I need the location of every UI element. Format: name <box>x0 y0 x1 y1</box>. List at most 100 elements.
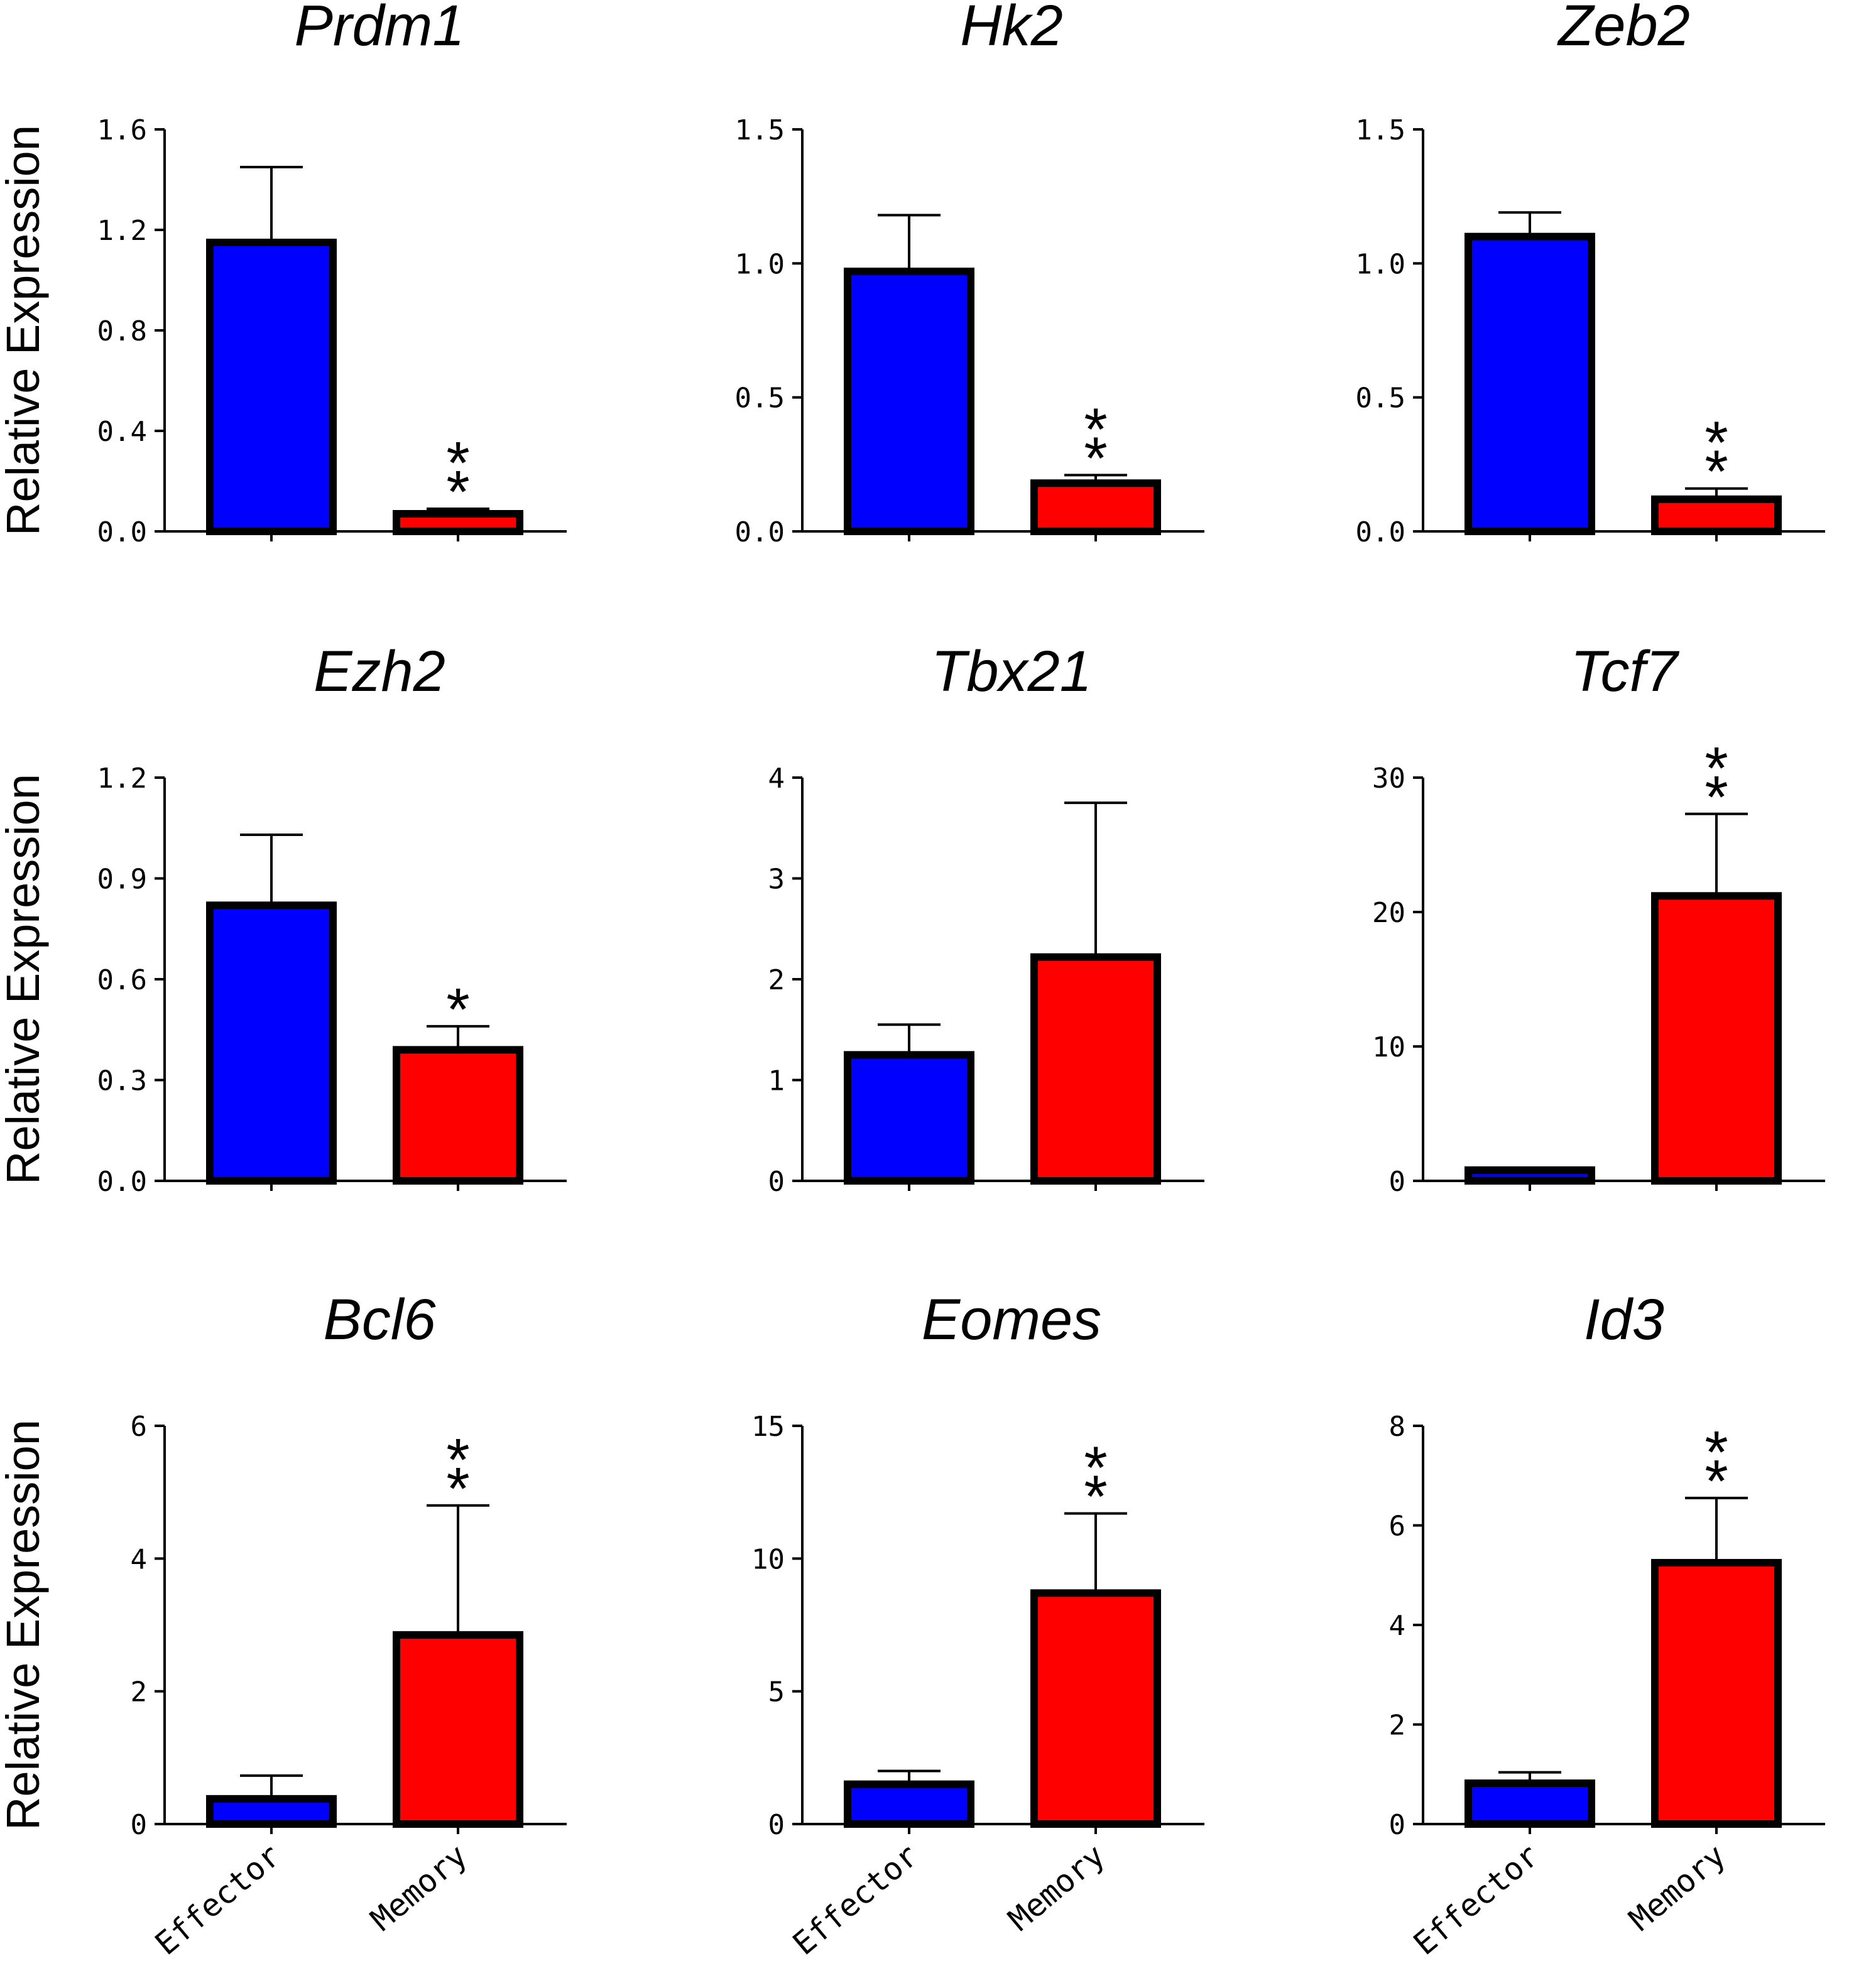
y-tick-label: 15 <box>751 1411 785 1443</box>
bar-effector <box>1464 1779 1595 1828</box>
significance-star: * <box>1084 1463 1107 1530</box>
bar-effector <box>1464 232 1595 535</box>
y-tick-label: 10 <box>1372 1031 1405 1063</box>
significance-star: * <box>446 976 469 1043</box>
bar-memory <box>1030 1589 1161 1828</box>
bar-effector <box>206 239 337 535</box>
x-category-label: Effector <box>1407 1837 1546 1962</box>
significance-star: * <box>1704 735 1728 802</box>
y-tick-label: 1.0 <box>1356 248 1405 280</box>
x-category-label: Memory <box>364 1837 474 1938</box>
y-tick-label: 6 <box>131 1411 148 1443</box>
y-tick-label: 8 <box>1389 1411 1406 1443</box>
chart-title: Hk2 <box>960 0 1063 58</box>
x-category-label: Effector <box>148 1837 288 1962</box>
y-tick-label: 0.5 <box>735 383 785 415</box>
significance-star: * <box>1084 425 1107 492</box>
significance-star: * <box>1704 764 1728 831</box>
chart-panel-id3: Id3 0 2 4 6 8 Effector ** Memory <box>1389 1288 1825 1962</box>
y-axis-label: Relative Expression <box>0 125 49 536</box>
y-tick-label: 1.6 <box>97 114 147 146</box>
y-tick-label: 0.6 <box>97 964 147 996</box>
y-tick-label: 0.0 <box>1356 516 1405 548</box>
significance-star: * <box>1704 438 1728 506</box>
chart-panel-eomes: Eomes 0 5 10 15 Effector ** Memory <box>751 1288 1204 1962</box>
significance-star: * <box>1084 1434 1107 1501</box>
y-tick-label: 20 <box>1372 897 1405 929</box>
chart-panel-hk2: Hk2 0.0 0.5 1.0 1.5 ** <box>735 0 1204 548</box>
y-tick-label: 1.0 <box>735 248 785 280</box>
x-category-label: Memory <box>1622 1837 1733 1938</box>
chart-title: Eomes <box>922 1288 1101 1352</box>
chart-title: Zeb2 <box>1557 0 1690 58</box>
bar-effector <box>844 1051 974 1185</box>
y-tick-label: 0.0 <box>735 516 785 548</box>
bar-memory <box>1030 479 1161 536</box>
significance-star: * <box>1084 396 1107 463</box>
x-category-label: Effector <box>786 1837 925 1962</box>
bar-memory <box>1651 892 1782 1185</box>
y-tick-label: 0 <box>768 1166 785 1198</box>
y-tick-label: 3 <box>768 864 785 896</box>
bar-effector <box>206 1795 337 1828</box>
bar-memory <box>1651 495 1782 535</box>
bar-effector <box>1464 1166 1595 1185</box>
y-tick-label: 2 <box>1389 1710 1406 1742</box>
chart-panel-bcl6: Bcl6 Relative Expression 0 2 4 6 Effector ** Mem… <box>0 1288 567 1962</box>
y-tick-label: 0 <box>131 1809 148 1841</box>
y-tick-label: 0.9 <box>97 864 147 896</box>
y-tick-label: 0 <box>1389 1166 1406 1198</box>
y-tick-label: 1.2 <box>97 215 147 247</box>
bar-memory <box>1651 1558 1782 1828</box>
bar-effector <box>844 268 974 535</box>
y-tick-label: 2 <box>131 1676 148 1708</box>
significance-star: * <box>446 430 469 497</box>
bar-effector <box>844 1780 974 1828</box>
chart-panel-ezh2: Ezh2 Relative Expression 0.0 0.3 0.6 0.9 1.2 * <box>0 639 567 1198</box>
y-tick-label: 0 <box>768 1809 785 1841</box>
y-tick-label: 1.5 <box>735 114 785 146</box>
bar-memory <box>1030 953 1161 1185</box>
chart-title: Bcl6 <box>324 1288 437 1352</box>
significance-star: * <box>1704 1419 1728 1486</box>
y-tick-label: 2 <box>768 964 785 996</box>
chart-panel-prdm1: Prdm1 Relative Expression 0.0 0.4 0.8 1.2 1.6 *… <box>0 0 567 548</box>
x-category-label: Memory <box>1001 1837 1112 1938</box>
y-tick-label: 0.8 <box>97 315 147 347</box>
bar-memory <box>393 1046 523 1185</box>
y-tick-label: 30 <box>1372 763 1405 795</box>
significance-star: * <box>1704 410 1728 477</box>
chart-title: Prdm1 <box>295 0 465 58</box>
y-axis-label: Relative Expression <box>0 774 49 1185</box>
y-tick-label: 1.5 <box>1356 114 1405 146</box>
chart-title: Tcf7 <box>1571 639 1679 703</box>
y-tick-label: 0.0 <box>97 516 147 548</box>
chart-title: Id3 <box>1584 1288 1664 1352</box>
chart-panel-zeb2: Zeb2 0.0 0.5 1.0 1.5 ** <box>1356 0 1825 548</box>
y-tick-label: 4 <box>768 763 785 795</box>
y-tick-label: 0 <box>1389 1809 1406 1841</box>
significance-star: * <box>446 459 469 526</box>
y-tick-label: 5 <box>768 1676 785 1708</box>
y-tick-label: 1 <box>768 1065 785 1097</box>
y-axis-label: Relative Expression <box>0 1420 49 1830</box>
y-tick-label: 0.0 <box>97 1166 147 1198</box>
y-tick-label: 0.3 <box>97 1065 147 1097</box>
chart-panel-tcf7: Tcf7 0 10 20 30 ** <box>1372 639 1825 1198</box>
chart-panel-tbx21: Tbx21 0 1 2 3 4 <box>768 639 1204 1198</box>
significance-star: * <box>446 1426 469 1494</box>
y-tick-label: 4 <box>131 1543 148 1575</box>
y-tick-label: 1.2 <box>97 763 147 795</box>
y-tick-label: 10 <box>751 1543 785 1575</box>
significance-star: * <box>1704 1448 1728 1515</box>
significance-star: * <box>446 1455 469 1523</box>
bar-memory <box>393 1631 523 1828</box>
y-tick-label: 0.4 <box>97 416 147 448</box>
bar-effector <box>206 901 337 1185</box>
y-tick-label: 6 <box>1389 1511 1406 1543</box>
y-tick-label: 4 <box>1389 1610 1406 1642</box>
y-tick-label: 0.5 <box>1356 383 1405 415</box>
chart-title: Tbx21 <box>931 639 1092 703</box>
chart-title: Ezh2 <box>314 639 445 703</box>
